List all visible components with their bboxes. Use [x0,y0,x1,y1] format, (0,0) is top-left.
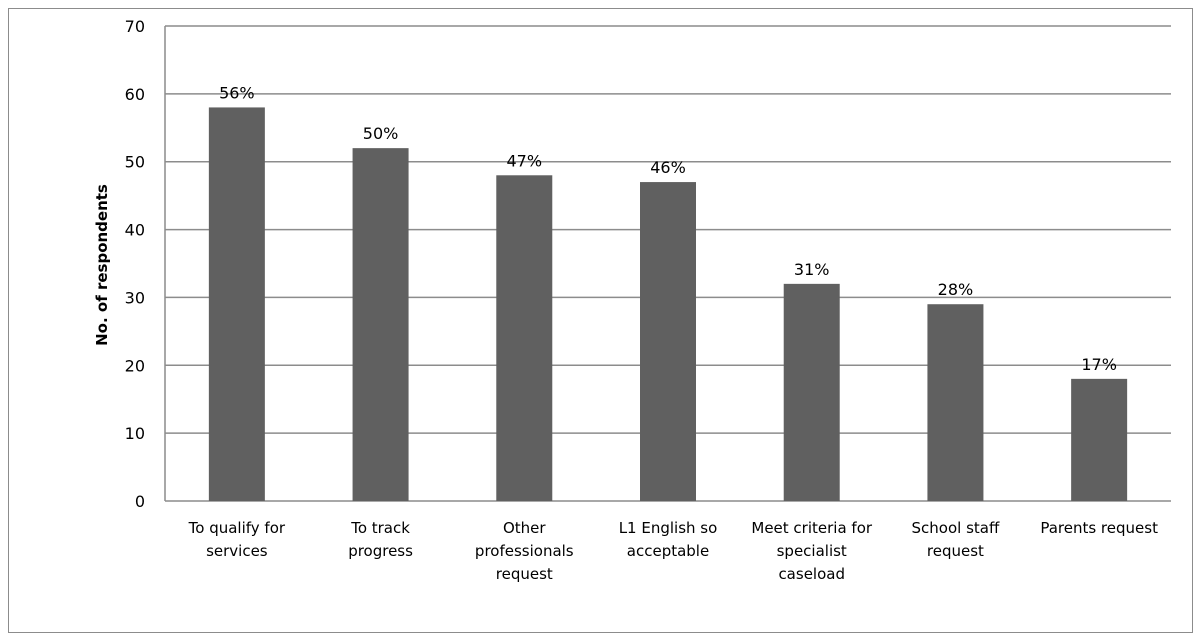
bar [352,148,409,501]
data-labels: 56% 50% 47% 46% 31% 28% 17% [219,83,1117,373]
data-label: 50% [363,124,399,143]
y-tick-label: 10 [125,424,145,443]
x-category-label: caseload [778,565,845,583]
x-category-label: specialist [777,542,847,560]
y-axis-title: No. of respondents [93,184,111,346]
x-category-label: Meet criteria for [751,519,872,537]
x-category-label: Parents request [1040,519,1158,537]
y-tick-label: 50 [125,153,145,172]
data-label: 31% [794,260,830,279]
bar [927,304,984,501]
bar [640,182,696,502]
x-category-label: Other [503,519,546,537]
y-tick-label: 0 [135,492,145,511]
x-category-label: services [206,542,268,560]
bar [1071,378,1128,501]
x-category-label: progress [348,542,413,560]
x-category-label: request [496,565,553,583]
chart-frame [8,8,1193,633]
y-tick-label: 20 [125,356,145,375]
data-label: 28% [938,280,974,299]
x-category-label: acceptable [627,542,709,560]
y-tick-label: 30 [125,288,145,307]
x-category-label: To track [350,519,410,537]
x-category-label: L1 English so [619,519,718,537]
data-label: 46% [650,158,686,177]
data-label: 47% [507,151,543,170]
x-category-label: To qualify for [188,519,286,537]
bar [496,175,553,502]
data-label: 56% [219,83,255,102]
x-category-label: professionals [475,542,574,560]
y-axis-ticks: 0 10 20 30 40 50 60 70 [125,17,145,511]
y-tick-label: 70 [125,17,145,36]
bar [783,283,840,501]
y-tick-label: 60 [125,85,145,104]
x-category-label: School staff [912,519,1000,537]
bar [208,107,265,501]
y-tick-label: 40 [125,221,145,240]
data-label: 17% [1081,355,1117,374]
x-axis-categories: To qualify for services To track progress Ot… [188,519,1158,583]
bars [208,107,1128,502]
x-category-label: request [927,542,984,560]
